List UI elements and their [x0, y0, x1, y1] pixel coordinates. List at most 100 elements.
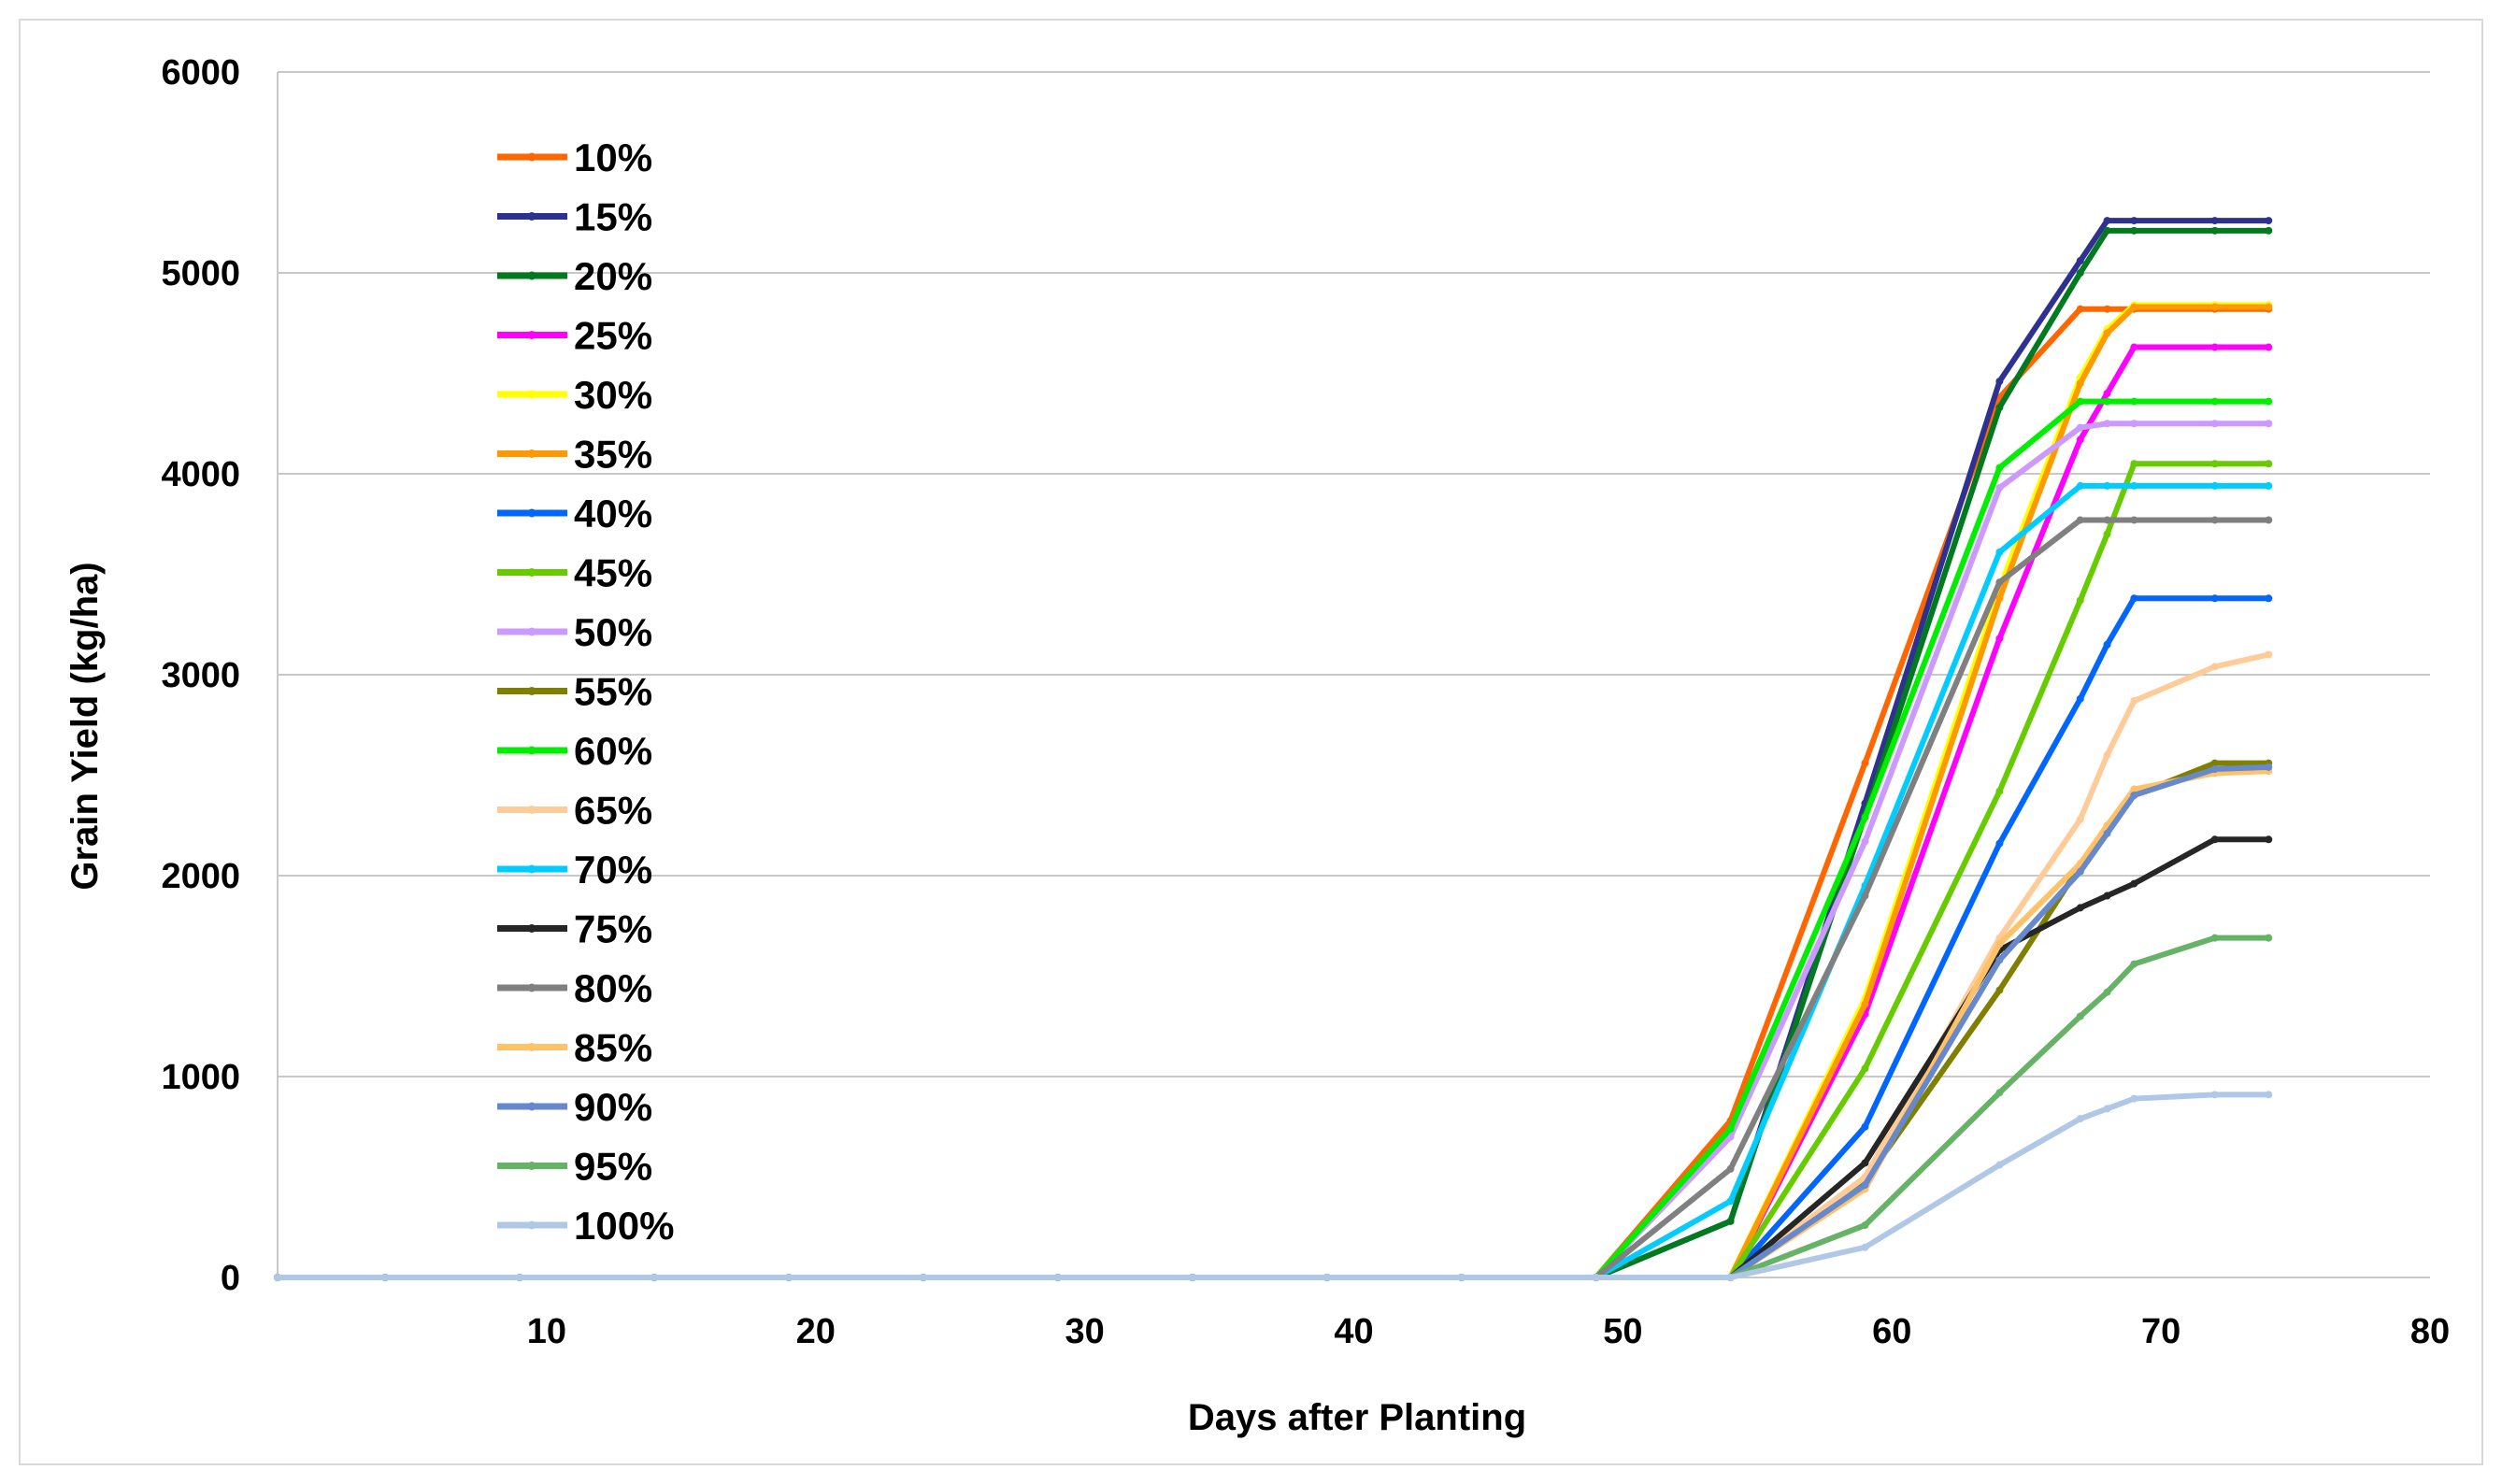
- legend-marker: [527, 449, 536, 458]
- series-100%: [274, 1091, 2273, 1281]
- data-point: [1995, 787, 2004, 795]
- data-point: [1726, 1124, 1735, 1133]
- data-point: [1995, 1089, 2004, 1097]
- legend-label: 20%: [574, 254, 652, 298]
- legend-marker: [527, 746, 536, 755]
- series-line: [278, 760, 2269, 1280]
- data-point: [2130, 226, 2138, 235]
- data-point: [1995, 986, 2004, 994]
- data-point: [2265, 460, 2273, 468]
- data-point: [2210, 516, 2219, 524]
- data-point: [2265, 343, 2273, 351]
- data-point: [2210, 759, 2219, 767]
- x-tick-label: 40: [1334, 1312, 1373, 1351]
- x-tick-label: 20: [796, 1312, 836, 1351]
- data-point: [2265, 594, 2273, 603]
- data-point: [1995, 464, 2004, 472]
- data-point: [2103, 329, 2111, 337]
- data-point: [2130, 481, 2138, 490]
- legend-marker: [527, 687, 536, 695]
- data-point: [2076, 904, 2084, 912]
- x-axis-title: Days after Planting: [1188, 1397, 1526, 1438]
- legend-marker: [527, 1220, 536, 1230]
- data-point: [1995, 578, 2004, 587]
- data-point: [2076, 397, 2084, 406]
- data-point: [2130, 460, 2138, 468]
- data-point: [2076, 516, 2084, 524]
- legend-label: 50%: [574, 610, 652, 654]
- data-point: [2130, 217, 2138, 225]
- data-point: [1726, 1197, 1735, 1206]
- data-point: [2210, 663, 2219, 671]
- y-tick-label: 5000: [161, 254, 240, 293]
- data-point: [1995, 635, 2004, 643]
- y-tick-label: 0: [221, 1259, 240, 1298]
- data-point: [2076, 481, 2084, 490]
- legend-item: 55%: [497, 670, 652, 714]
- legend-item: 95%: [497, 1145, 652, 1189]
- data-point: [2210, 397, 2219, 406]
- data-point: [1861, 1122, 1869, 1131]
- data-point: [2130, 343, 2138, 351]
- x-tick-label: 10: [527, 1312, 566, 1351]
- data-point: [2210, 343, 2219, 351]
- data-point: [2210, 1091, 2219, 1099]
- gridlines: [277, 71, 2430, 1278]
- data-point: [2265, 516, 2273, 524]
- data-point: [651, 1274, 659, 1281]
- data-point: [2265, 1091, 2273, 1099]
- data-point: [2265, 303, 2273, 311]
- data-point: [1861, 813, 1869, 821]
- series-line: [278, 763, 2269, 1280]
- y-tick-label: 3000: [161, 656, 240, 695]
- data-point: [1726, 1274, 1735, 1281]
- legend-item: 10%: [497, 136, 652, 179]
- legend-label: 45%: [574, 551, 652, 595]
- data-point: [2210, 226, 2219, 235]
- legend-item: 25%: [497, 314, 652, 358]
- legend-marker: [527, 806, 536, 814]
- data-point: [2103, 481, 2111, 490]
- legend-marker: [527, 983, 536, 992]
- x-tick-label: 50: [1603, 1312, 1642, 1351]
- legend-marker: [527, 1043, 536, 1051]
- data-point: [2103, 397, 2111, 406]
- data-point: [2076, 1012, 2084, 1020]
- y-tick-label: 6000: [161, 53, 240, 93]
- legend-label: 80%: [574, 966, 652, 1010]
- legend-item: 15%: [497, 195, 652, 239]
- legend-marker: [527, 864, 536, 874]
- data-point: [1457, 1274, 1465, 1281]
- data-point: [2130, 516, 2138, 524]
- data-point: [919, 1274, 927, 1281]
- data-point: [2130, 303, 2138, 311]
- data-point: [1861, 1000, 1869, 1008]
- data-point: [2103, 829, 2111, 837]
- data-point: [2103, 751, 2111, 759]
- data-point: [1861, 1221, 1869, 1230]
- data-point: [2076, 423, 2084, 432]
- data-point: [2130, 785, 2138, 793]
- chart-frame: 0 1000 2000 3000 4000 5000 6000 10 20 30 40 50 60 70…: [19, 19, 2483, 1465]
- data-point: [2210, 765, 2219, 774]
- data-point: [1861, 1181, 1869, 1190]
- data-point: [1861, 759, 1869, 767]
- data-point: [2210, 460, 2219, 468]
- legend-marker: [527, 390, 536, 399]
- data-point: [1995, 839, 2004, 848]
- data-point: [1861, 837, 1869, 846]
- data-point: [2103, 420, 2111, 428]
- data-point: [1995, 378, 2004, 386]
- data-point: [274, 1274, 281, 1281]
- legend: 10% 15% 20% 25% 30% 35% 40% 45% 50% 55% 60% 65% 70% 7…: [497, 136, 674, 1248]
- data-point: [2103, 390, 2111, 397]
- legend-item: 80%: [497, 966, 652, 1010]
- data-point: [1861, 1064, 1869, 1073]
- x-tick-label: 60: [1872, 1312, 1911, 1351]
- data-point: [1995, 594, 2004, 603]
- legend-label: 65%: [574, 789, 652, 833]
- legend-marker: [527, 1162, 536, 1170]
- legend-marker: [527, 331, 536, 339]
- data-point: [381, 1274, 390, 1281]
- data-point: [2103, 640, 2111, 649]
